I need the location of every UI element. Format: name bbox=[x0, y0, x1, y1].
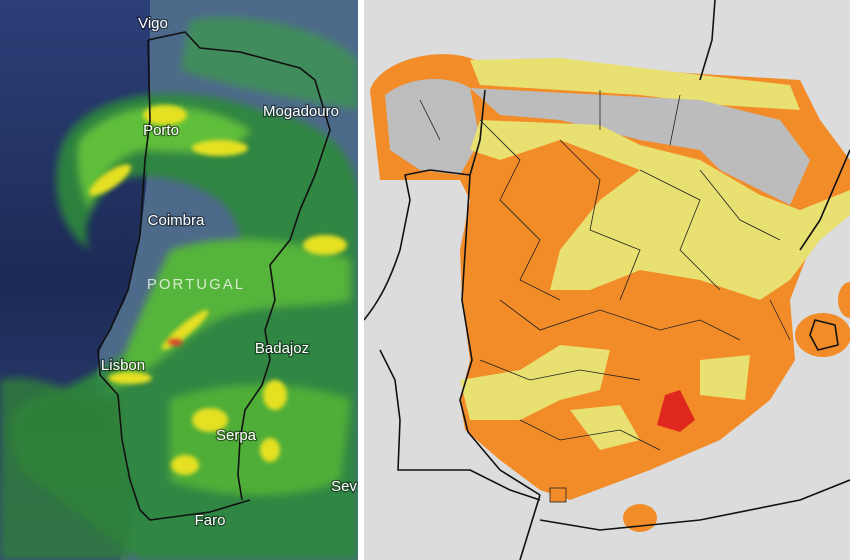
island-outline bbox=[809, 319, 839, 351]
country-label: PORTUGAL bbox=[147, 276, 245, 293]
island-zone bbox=[795, 313, 850, 357]
place-label: Sev bbox=[331, 478, 357, 495]
warning-yellow bbox=[700, 355, 750, 400]
place-label: Lisbon bbox=[101, 357, 145, 374]
no-warning bbox=[470, 88, 810, 205]
border-line bbox=[147, 31, 331, 501]
province-lines bbox=[419, 90, 791, 451]
warning-yellow bbox=[470, 120, 850, 300]
place-label: Faro bbox=[195, 512, 226, 529]
place-label: Serpa bbox=[216, 427, 257, 444]
coastline bbox=[97, 39, 251, 521]
place-label: Coimbra bbox=[148, 212, 205, 229]
place-label: Porto bbox=[143, 122, 179, 139]
place-label: Badajoz bbox=[255, 340, 309, 357]
radar-panel: Vigo Porto Mogadouro Coimbra PORTUGAL Li… bbox=[0, 0, 358, 560]
radar-heavy bbox=[89, 105, 347, 475]
warning-yellow bbox=[570, 405, 640, 450]
place-label: Vigo bbox=[138, 15, 168, 32]
warning-panel bbox=[364, 0, 850, 560]
country-borders bbox=[364, 0, 850, 560]
island-zone bbox=[838, 282, 850, 318]
coastline bbox=[379, 349, 850, 531]
divider bbox=[358, 0, 364, 560]
place-label: Mogadouro bbox=[263, 103, 339, 120]
warning-red bbox=[657, 390, 695, 432]
warning-yellow bbox=[460, 345, 610, 420]
no-warning bbox=[385, 78, 480, 175]
gibraltar-zone bbox=[549, 487, 567, 503]
warning-yellow bbox=[470, 58, 800, 110]
